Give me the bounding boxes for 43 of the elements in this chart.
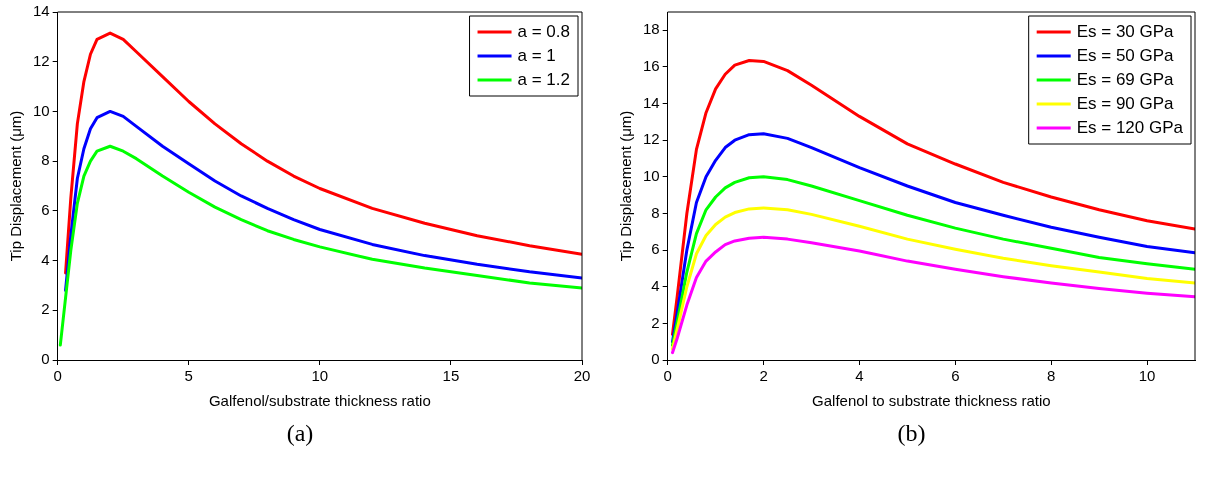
y-tick-label: 12 [643, 130, 660, 148]
y-axis-title: Tip Displacement (μm) [617, 110, 635, 262]
text: (a) [285, 420, 315, 447]
y-tick-label: 16 [643, 57, 660, 75]
y-tick-label: 8 [651, 203, 660, 221]
y-tick-label: 10 [33, 101, 50, 119]
legend-label: Es = 120 GPa [1076, 117, 1184, 137]
x-tick-label: 4 [855, 367, 864, 385]
y-tick-label: 0 [41, 350, 50, 368]
legend-label: Es = 69 GPa [1076, 69, 1175, 89]
legend-label: a = 1.2 [517, 69, 571, 89]
y-tick-label: 12 [33, 51, 50, 69]
x-tick-label: 2 [759, 367, 768, 385]
legend-label: Es = 30 GPa [1076, 21, 1175, 41]
legend-label: Es = 50 GPa [1076, 45, 1175, 65]
x-tick-label: 10 [1138, 367, 1156, 385]
x-tick-label: 0 [663, 367, 672, 385]
y-tick-label: 0 [651, 350, 660, 368]
text: (b) [896, 420, 927, 447]
y-tick-label: 4 [41, 250, 50, 268]
y-axis-title: Tip Displacement (μm) [7, 110, 25, 262]
y-tick-label: 2 [41, 300, 50, 318]
y-tick-label: 4 [651, 276, 660, 294]
y-tick-label: 14 [643, 93, 660, 111]
y-tick-label: 6 [41, 201, 50, 218]
legend-label: Es = 90 GPa [1076, 93, 1175, 113]
x-tick-label: 8 [1047, 367, 1056, 385]
y-tick-label: 18 [643, 20, 660, 38]
legend-label: a = 1 [517, 45, 556, 65]
x-tick-label: 15 [442, 367, 460, 385]
x-tick-label: 10 [311, 367, 329, 385]
x-axis-title: Galfenol/substrate thickness ratio [208, 392, 431, 410]
y-tick-label: 6 [651, 240, 660, 258]
y-tick-label: 2 [651, 313, 660, 331]
x-axis-title: Galfenol to substrate thickness ratio [812, 392, 1051, 410]
y-tick-label: 14 [33, 2, 50, 20]
x-tick-label: 6 [951, 367, 960, 385]
y-tick-label: 8 [41, 151, 50, 169]
y-tick-label: 10 [643, 166, 660, 184]
x-tick-label: 5 [184, 367, 193, 385]
x-tick-label: 0 [53, 367, 62, 385]
legend-label: a = 0.8 [517, 21, 571, 41]
x-tick-label: 20 [573, 367, 591, 385]
